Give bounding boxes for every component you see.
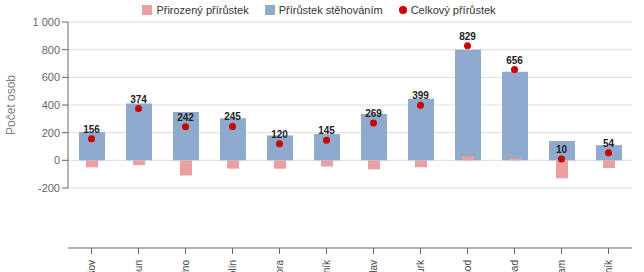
svg-text:200: 200 <box>42 127 60 139</box>
svg-text:400: 400 <box>42 99 60 111</box>
svg-text:54: 54 <box>603 138 615 149</box>
html-text:Přírůstek stěhováním: Přírůstek stěhováním <box>278 4 383 16</box>
svg-text:Praha-východ: Praha-východ <box>462 260 473 272</box>
svg-text:269: 269 <box>365 108 382 119</box>
svg-text:600: 600 <box>42 71 60 83</box>
svg-text:Nymburk: Nymburk <box>415 259 426 272</box>
svg-text:800: 800 <box>42 44 60 56</box>
html-text:Přirozený přírůstek: Přirozený přírůstek <box>156 4 249 16</box>
svg-text:Benešov: Benešov <box>86 260 97 272</box>
svg-text:Počet osob: Počet osob <box>4 75 18 135</box>
svg-text:399: 399 <box>412 90 429 101</box>
svg-text:0: 0 <box>54 154 60 166</box>
svg-text:1 000: 1 000 <box>32 16 60 28</box>
svg-text:Kolín: Kolín <box>227 260 238 272</box>
svg-text:656: 656 <box>506 55 523 66</box>
svg-text:374: 374 <box>130 94 147 105</box>
svg-text:Kladno: Kladno <box>180 260 191 272</box>
svg-text:Mělník: Mělník <box>321 259 332 272</box>
svg-text:10: 10 <box>556 144 568 155</box>
svg-text:Mladá Boleslav: Mladá Boleslav <box>368 260 379 272</box>
svg-text:156: 156 <box>83 124 100 135</box>
svg-text:Příbram: Příbram <box>556 260 567 272</box>
svg-text:Kutná Hora: Kutná Hora <box>274 260 285 272</box>
svg-text:245: 245 <box>224 111 241 122</box>
svg-text:242: 242 <box>177 112 194 123</box>
svg-text:120: 120 <box>271 129 288 140</box>
svg-text:-200: -200 <box>38 182 60 194</box>
svg-text:Beroun: Beroun <box>133 260 144 272</box>
svg-text:Rakovník: Rakovník <box>603 259 614 272</box>
svg-text:145: 145 <box>318 125 335 136</box>
html-text:Celkový přírůstek: Celkový přírůstek <box>410 4 496 16</box>
svg-text:Praha-západ: Praha-západ <box>509 260 520 272</box>
svg-text:829: 829 <box>459 31 476 42</box>
